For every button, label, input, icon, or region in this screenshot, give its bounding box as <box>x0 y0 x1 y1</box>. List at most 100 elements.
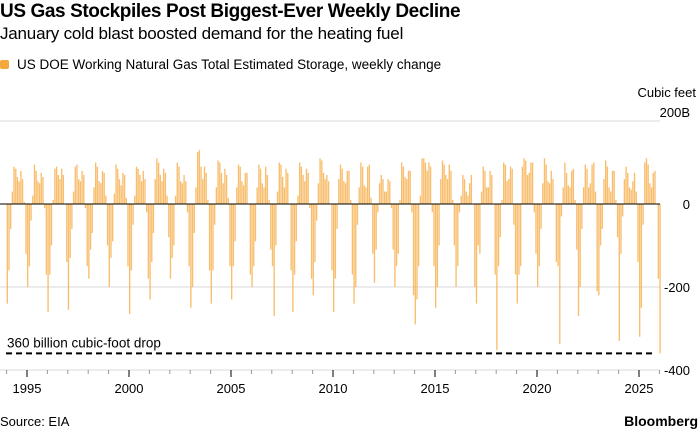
bar <box>358 187 360 204</box>
bar <box>552 179 554 204</box>
bar <box>513 204 515 225</box>
bar <box>463 179 466 204</box>
bar <box>71 204 73 229</box>
bar <box>244 172 246 204</box>
bar <box>591 164 593 204</box>
bar <box>74 166 76 204</box>
bar <box>618 204 620 341</box>
bar <box>565 172 568 204</box>
bar <box>397 204 399 254</box>
bar <box>283 187 286 204</box>
bar <box>55 166 58 204</box>
bar <box>402 166 405 204</box>
bar <box>360 162 362 204</box>
bar <box>198 150 201 204</box>
bar <box>21 179 24 204</box>
bar <box>49 204 51 275</box>
bar <box>135 166 138 204</box>
bar <box>545 164 547 204</box>
bar <box>487 187 490 204</box>
bar <box>30 204 32 221</box>
bar <box>530 162 532 204</box>
bar <box>208 204 211 271</box>
x-tick-label: 2015 <box>421 381 450 396</box>
bar <box>550 170 552 204</box>
bar <box>438 204 440 246</box>
bar <box>52 199 54 204</box>
bar <box>523 158 525 204</box>
bar <box>263 187 265 204</box>
bar <box>421 158 423 204</box>
y-tick-label: 200B <box>660 105 690 120</box>
bar <box>477 204 479 246</box>
bar <box>339 164 342 204</box>
bar <box>645 158 648 204</box>
bar <box>50 204 53 246</box>
bar <box>486 187 488 204</box>
bar <box>588 187 590 204</box>
bar <box>310 204 313 279</box>
bar <box>271 204 274 267</box>
bar <box>406 179 408 204</box>
bar <box>632 181 634 204</box>
bar <box>399 199 401 204</box>
bar <box>365 187 367 204</box>
bar <box>441 160 444 204</box>
bar <box>171 204 173 258</box>
bar <box>159 174 161 204</box>
bar <box>509 166 512 204</box>
bar <box>186 204 189 213</box>
bar <box>467 195 469 204</box>
bar <box>419 195 422 204</box>
bar <box>338 179 340 204</box>
bar <box>353 204 355 304</box>
bar <box>424 162 427 204</box>
bar <box>183 174 185 204</box>
bar <box>66 204 68 263</box>
bar <box>380 174 382 204</box>
bar <box>227 197 229 204</box>
bar <box>84 204 87 209</box>
bar <box>351 204 354 275</box>
bar <box>95 162 97 204</box>
bar <box>348 170 350 204</box>
bar <box>307 172 309 204</box>
bar <box>537 204 539 287</box>
bar <box>157 162 160 204</box>
bar <box>469 183 471 204</box>
bar <box>275 204 277 246</box>
bar <box>256 187 258 204</box>
bar <box>268 199 270 204</box>
bar <box>630 189 632 204</box>
bar <box>412 204 415 296</box>
bar <box>543 158 546 204</box>
bar <box>219 162 221 204</box>
bar <box>236 187 238 204</box>
bar <box>290 204 292 271</box>
bar <box>88 204 90 279</box>
bar <box>642 204 644 225</box>
bar <box>608 187 610 204</box>
bar <box>190 204 192 308</box>
source-note: Source: EIA <box>0 414 70 429</box>
bar <box>448 164 450 204</box>
record-drop-label: 360 billion cubic-foot drop <box>7 335 161 350</box>
bar <box>67 204 70 310</box>
bar <box>232 204 235 267</box>
bar <box>644 162 646 204</box>
bar <box>173 204 175 246</box>
bar <box>489 170 491 204</box>
bar <box>314 204 316 263</box>
bar <box>312 204 314 296</box>
bar <box>101 170 104 204</box>
bar <box>42 177 44 204</box>
bar <box>140 181 143 204</box>
bar <box>577 204 580 317</box>
legend-swatch <box>0 60 9 69</box>
bar <box>280 164 282 204</box>
bar <box>229 204 231 267</box>
bar <box>372 204 374 254</box>
bar <box>23 201 25 204</box>
bar <box>482 166 484 204</box>
bar <box>389 181 391 204</box>
